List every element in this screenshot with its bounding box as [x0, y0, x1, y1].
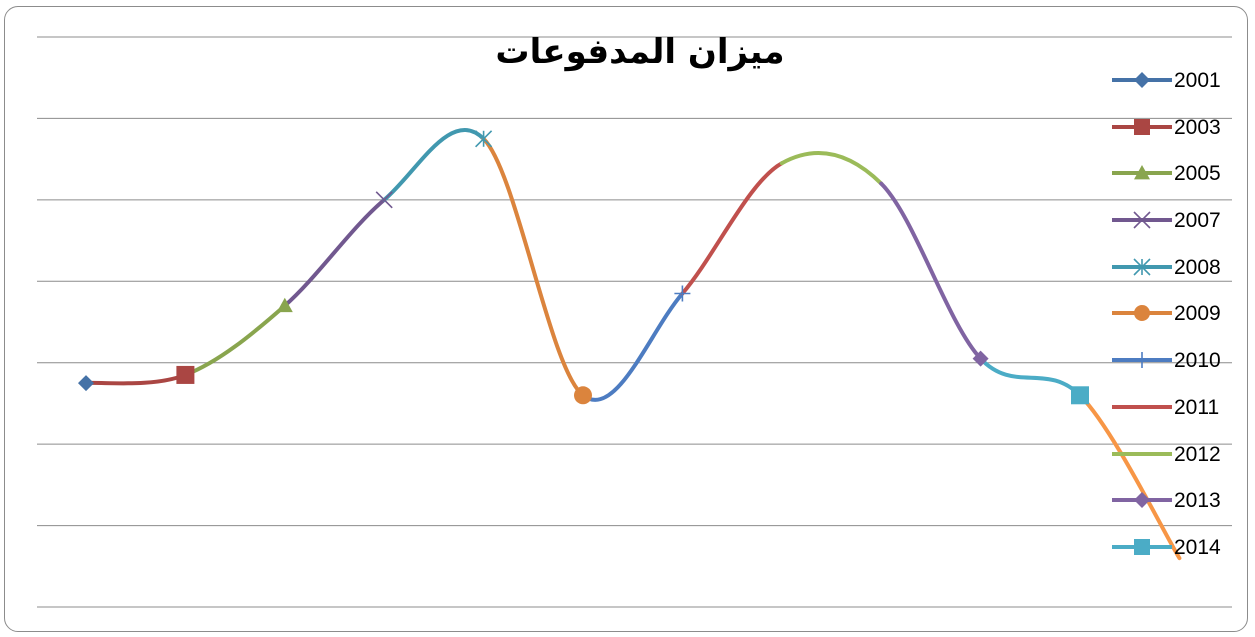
legend-label: 2013	[1174, 489, 1221, 513]
series-line-segment	[282, 197, 387, 308]
legend-label: 2001	[1174, 69, 1221, 92]
data-point-2014	[1071, 386, 1089, 405]
legend-swatch	[1112, 305, 1172, 322]
legend-swatch	[1112, 258, 1172, 276]
series-line-segment	[581, 291, 685, 402]
legend-swatch	[1112, 352, 1172, 369]
legend-label: 2005	[1174, 162, 1221, 186]
data-point-2008	[475, 130, 493, 148]
series-line-segment	[680, 161, 784, 296]
legend-item-2003: 2003	[1110, 112, 1250, 159]
legend-item-2013: 2013	[1110, 485, 1250, 532]
legend-label: 2009	[1174, 302, 1221, 326]
data-point-2001	[78, 375, 94, 392]
legend-label: 2014	[1174, 535, 1221, 559]
legend-item-2011: 2011	[1110, 392, 1250, 439]
series-line-segment	[978, 356, 1082, 398]
legend-swatch	[1112, 538, 1172, 555]
data-point-2010	[674, 285, 691, 302]
series-line-segment	[481, 136, 585, 398]
legend-swatch	[1112, 118, 1172, 135]
legend-swatch	[1112, 451, 1172, 456]
legend-swatch	[1112, 404, 1172, 409]
chart-title: ميزان المدفوعات	[495, 32, 785, 72]
series-line-segment	[84, 372, 188, 386]
legend-label: 2012	[1174, 442, 1221, 466]
data-point-2005	[276, 297, 293, 313]
legend-label: 2003	[1174, 115, 1221, 139]
legend-label: 2008	[1174, 255, 1221, 279]
legend-swatch	[1112, 165, 1172, 180]
legend-label: 2007	[1174, 209, 1221, 233]
legend-item-2005: 2005	[1110, 158, 1250, 205]
legend-item-2009: 2009	[1110, 298, 1250, 345]
chart-legend: 2001 2003 2005 2007 2008 2009 2010 2011 2012 2013…	[1110, 65, 1250, 579]
data-point-2003	[176, 365, 195, 384]
data-point-2009	[574, 386, 592, 405]
series-line-segment	[1078, 393, 1182, 561]
legend-item-2001: 2001	[1110, 65, 1250, 112]
legend-swatch	[1112, 211, 1172, 229]
series-line-segment	[779, 151, 884, 186]
legend-swatch	[1112, 492, 1172, 509]
legend-item-2007: 2007	[1110, 205, 1250, 252]
legend-item-2012: 2012	[1110, 439, 1250, 486]
data-point-2013	[972, 350, 989, 367]
legend-item-2008: 2008	[1110, 252, 1250, 299]
series-line-segment	[183, 303, 287, 377]
legend-label: 2011	[1174, 395, 1220, 419]
legend-label: 2010	[1174, 349, 1221, 373]
data-point-2007	[375, 191, 393, 209]
legend-item-2010: 2010	[1110, 345, 1250, 392]
legend-swatch	[1112, 72, 1172, 88]
series-line-segment	[382, 128, 486, 202]
series-line-segment	[879, 181, 983, 361]
chart-frame	[4, 6, 1248, 632]
legend-item-2014: 2014	[1110, 532, 1250, 579]
